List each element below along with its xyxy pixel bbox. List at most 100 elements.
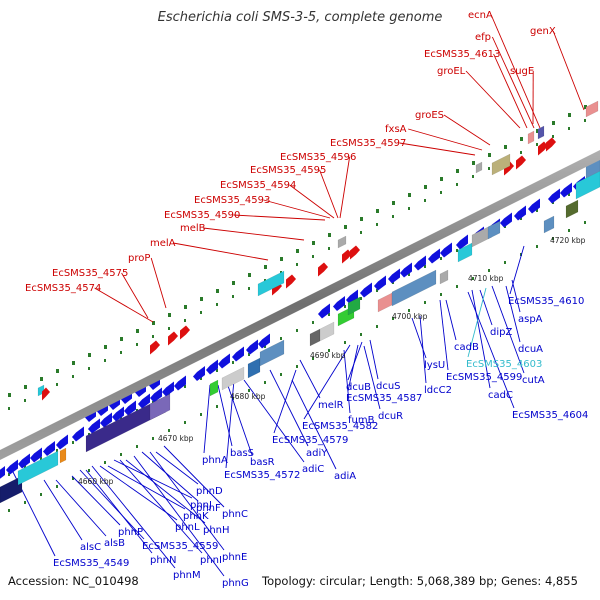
reverse-gene-arrow [318, 303, 330, 319]
reverse-gene-label: dcuS [376, 381, 401, 392]
tick-mark [296, 365, 298, 368]
tick-mark [88, 367, 90, 370]
tick-mark [520, 217, 522, 220]
forward-gene-arrow [342, 249, 352, 264]
tick-mark [24, 465, 26, 468]
reverse-gene-label: adiY [306, 448, 328, 459]
tick-mark [152, 321, 155, 325]
callout-line [203, 227, 305, 241]
callout-line [291, 379, 337, 470]
reverse-gene-arrow [500, 212, 512, 228]
tick-mark [408, 273, 410, 276]
callout-line [443, 114, 491, 146]
tick-mark [232, 397, 234, 400]
reverse-gene-label: cadB [454, 342, 479, 353]
reverse-gene-label: EcSMS35_4572 [224, 470, 300, 481]
callout-line [155, 451, 199, 485]
reverse-gene-arrow [138, 393, 150, 409]
callout-line [319, 169, 339, 219]
reverse-gene-label: phnE [222, 552, 247, 563]
tick-mark [24, 501, 26, 504]
reverse-gene-arrow [374, 275, 386, 291]
callout-line [511, 279, 521, 313]
reverse-gene-label: EcSMS35_4582 [302, 421, 378, 432]
callout-line [141, 451, 199, 502]
tick-mark [456, 169, 459, 173]
feature-block [209, 379, 219, 397]
callout-line [243, 379, 305, 463]
scale-label: 4700 kbp [392, 312, 428, 321]
tick-mark [40, 457, 42, 460]
feature-block [527, 130, 535, 145]
forward-gene-label: groEL [437, 66, 466, 77]
callout-line [269, 369, 309, 447]
reverse-gene-arrow [193, 366, 205, 381]
tick-marks [8, 105, 587, 512]
callout-line [467, 291, 515, 409]
callout-line [347, 344, 359, 392]
callout-line [479, 289, 493, 326]
tick-mark [568, 113, 571, 117]
tick-mark [264, 265, 267, 269]
tick-mark [440, 293, 442, 296]
tick-mark [200, 311, 202, 314]
tick-mark [488, 153, 491, 157]
feature-block [347, 296, 361, 316]
tick-mark [248, 273, 251, 277]
reverse-gene-label: adiA [334, 471, 356, 482]
reverse-gene-arrow [43, 441, 55, 456]
tick-mark [424, 185, 427, 189]
forward-gene-arrow [318, 262, 328, 277]
forward-gene-label: sugE [510, 66, 534, 77]
tick-mark [376, 223, 378, 226]
reverse-gene-label: cutA [522, 375, 545, 386]
callout-line [509, 245, 525, 295]
reverse-gene-label: cadC [488, 390, 513, 401]
tick-mark [328, 247, 330, 250]
forward-gene-arrow [350, 245, 360, 260]
reverse-gene-label: phnC [222, 509, 248, 520]
forward-gene-arrow [150, 340, 160, 355]
callout-line [419, 315, 427, 384]
tick-mark [536, 209, 538, 212]
reverse-gene-arrow [514, 205, 526, 221]
callout-line [408, 128, 483, 151]
forward-gene-label: EcSMS35_4613 [424, 49, 500, 60]
tick-mark [72, 361, 75, 365]
scale-label: 4670 kbp [158, 434, 194, 443]
reverse-gene-label: phnK [183, 511, 209, 522]
callout-line [71, 475, 121, 526]
callout-line [133, 455, 225, 577]
tick-mark [488, 167, 490, 170]
tick-mark [184, 385, 186, 388]
tick-mark [200, 297, 203, 301]
callout-line [55, 479, 107, 537]
forward-gene-label: EcSMS35_4590 [164, 210, 240, 221]
callout-line [347, 341, 363, 381]
feature-block [475, 161, 483, 174]
callout-line [43, 479, 83, 541]
reverse-gene-label: dcuR [378, 411, 403, 422]
tick-mark [408, 193, 411, 197]
feature-block [309, 328, 321, 347]
reverse-gene-arrow [414, 255, 426, 271]
feature-block [491, 153, 511, 176]
tick-mark [408, 309, 410, 312]
reverse-gene-arrow [6, 459, 18, 475]
callout-line [91, 465, 176, 569]
callout-line [163, 445, 225, 508]
tick-mark [520, 253, 522, 256]
callout-line [113, 459, 193, 499]
tick-mark [248, 353, 250, 356]
tick-mark [360, 333, 362, 336]
forward-gene-label: EcSMS35_4575 [52, 268, 128, 279]
callout-line [369, 339, 379, 380]
reverse-gene-label: EcSMS35_4610 [508, 296, 584, 307]
tick-mark [376, 325, 378, 328]
tick-mark [456, 285, 458, 288]
tick-mark [280, 257, 283, 261]
callout-line [471, 289, 491, 389]
scale-label: 4690 kbp [310, 351, 346, 360]
tick-mark [56, 369, 59, 373]
feature-block [319, 321, 335, 342]
